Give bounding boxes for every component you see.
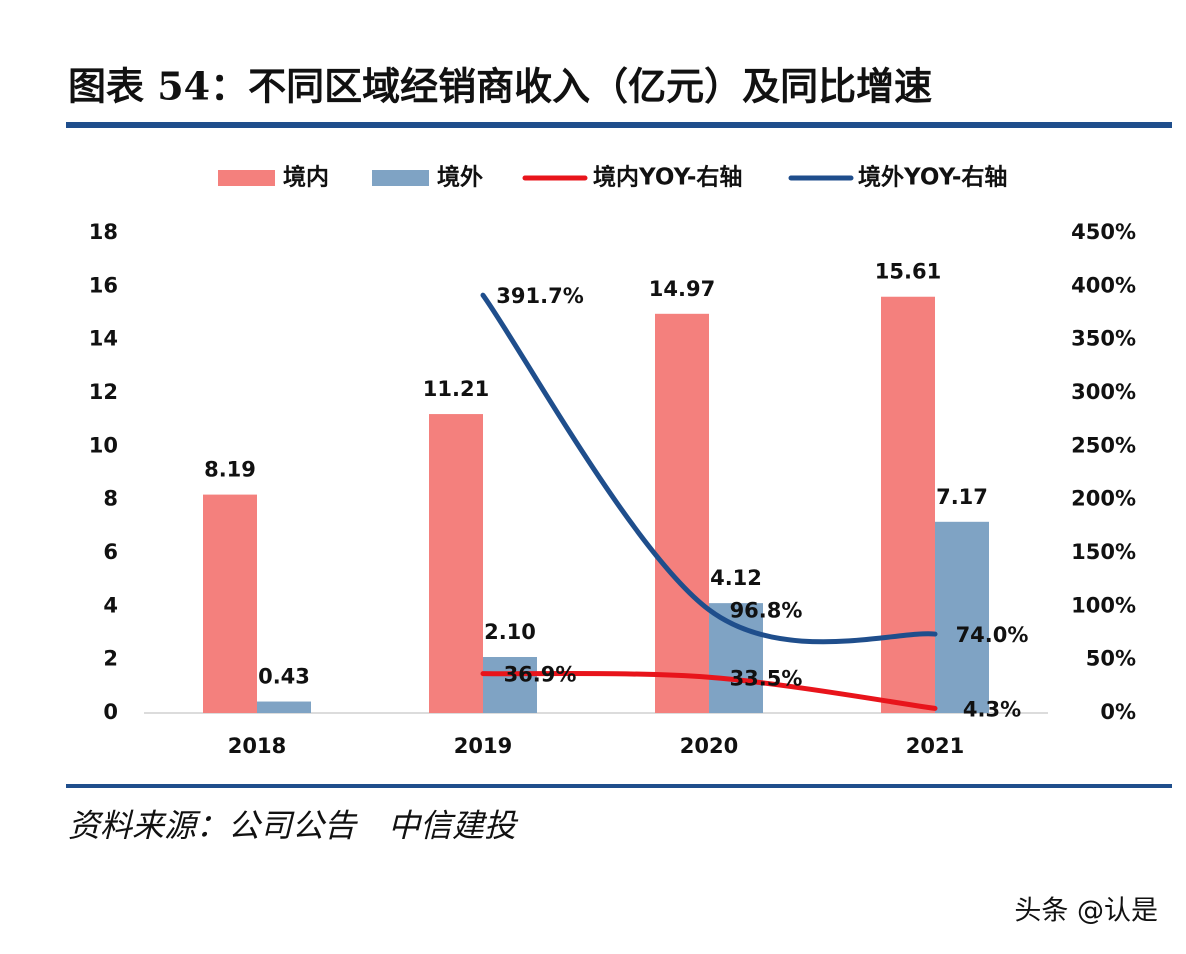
- y2-tick-label: 50%: [1086, 647, 1136, 671]
- x-tick-label: 2018: [228, 734, 286, 758]
- x-tick-label: 2021: [906, 734, 964, 758]
- value-label: 14.97: [649, 277, 715, 301]
- y2-tick-label: 400%: [1071, 273, 1136, 297]
- y-tick-label: 10: [89, 433, 118, 457]
- x-tick-label: 2019: [454, 734, 512, 758]
- legend-swatch: [218, 170, 275, 186]
- value-label: 4.3%: [963, 697, 1021, 721]
- legend-swatch: [372, 170, 429, 186]
- y-tick-label: 6: [103, 540, 118, 564]
- y-tick-label: 8: [103, 487, 118, 511]
- y-tick-label: 16: [89, 273, 118, 297]
- value-label: 0.43: [258, 665, 310, 689]
- bar: [257, 701, 311, 713]
- legend-label: 境外: [437, 164, 483, 191]
- legend-label: 境内YOY-右轴: [593, 164, 742, 191]
- y2-tick-label: 200%: [1071, 487, 1136, 511]
- y2-tick-label: 0%: [1100, 700, 1136, 724]
- value-label: 8.19: [204, 458, 256, 482]
- value-label: 96.8%: [730, 599, 803, 623]
- y2-tick-label: 100%: [1071, 593, 1136, 617]
- y-tick-label: 14: [89, 327, 118, 351]
- line-series: [480, 292, 938, 645]
- y2-tick-label: 250%: [1071, 433, 1136, 457]
- value-label: 7.17: [936, 485, 988, 509]
- value-label: 11.21: [423, 377, 489, 401]
- y2-tick-label: 450%: [1071, 220, 1136, 244]
- line-series: [480, 670, 938, 711]
- bar: [655, 313, 709, 713]
- source: 资料来源：公司公告 中信建投: [68, 807, 519, 845]
- x-tick-label: 2020: [680, 734, 738, 758]
- legend-label: 境外YOY-右轴: [858, 164, 1007, 191]
- y2-tick-label: 350%: [1071, 327, 1136, 351]
- value-label: 15.61: [875, 260, 941, 284]
- y-tick-label: 18: [89, 220, 118, 244]
- y-tick-label: 0: [103, 700, 118, 724]
- value-label: 391.7%: [496, 284, 583, 308]
- watermark: 头条 @认是: [1014, 896, 1158, 927]
- bar: [935, 521, 989, 713]
- y-tick-label: 4: [103, 593, 118, 617]
- bar: [483, 657, 537, 713]
- value-label: 4.12: [710, 566, 762, 590]
- y-tick-label: 2: [103, 647, 118, 671]
- value-label: 36.9%: [504, 663, 577, 687]
- value-label: 74.0%: [956, 623, 1029, 647]
- value-label: 33.5%: [730, 666, 803, 690]
- bar: [203, 494, 257, 713]
- chart-title: 图表 54：不同区域经销商收入（亿元）及同比增速: [68, 64, 932, 109]
- title-rule: [66, 122, 1172, 128]
- footer-rule: [66, 784, 1172, 788]
- bar: [881, 296, 935, 713]
- bar: [709, 603, 763, 713]
- y2-tick-label: 300%: [1071, 380, 1136, 404]
- bar: [429, 414, 483, 713]
- value-label: 2.10: [484, 620, 536, 644]
- y2-tick-label: 150%: [1071, 540, 1136, 564]
- y-tick-label: 12: [89, 380, 118, 404]
- legend-label: 境内: [283, 164, 329, 191]
